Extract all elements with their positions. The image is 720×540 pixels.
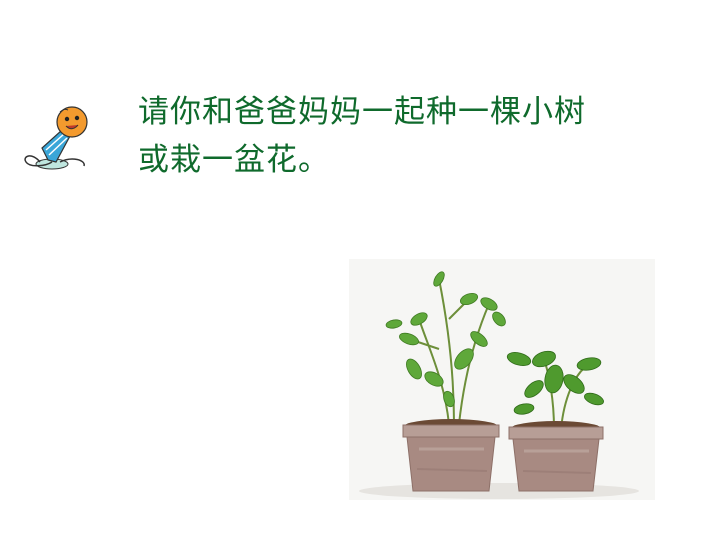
instruction-line-1: 请你和爸爸妈妈一起种一棵小树 [138, 94, 586, 130]
instruction-text: 请你和爸爸妈妈一起种一棵小树 或栽一盆花。 [138, 88, 698, 184]
microphone-mascot-icon [24, 106, 88, 170]
potted-plants-photo [349, 259, 655, 500]
instruction-line-2: 或栽一盆花。 [138, 142, 330, 178]
